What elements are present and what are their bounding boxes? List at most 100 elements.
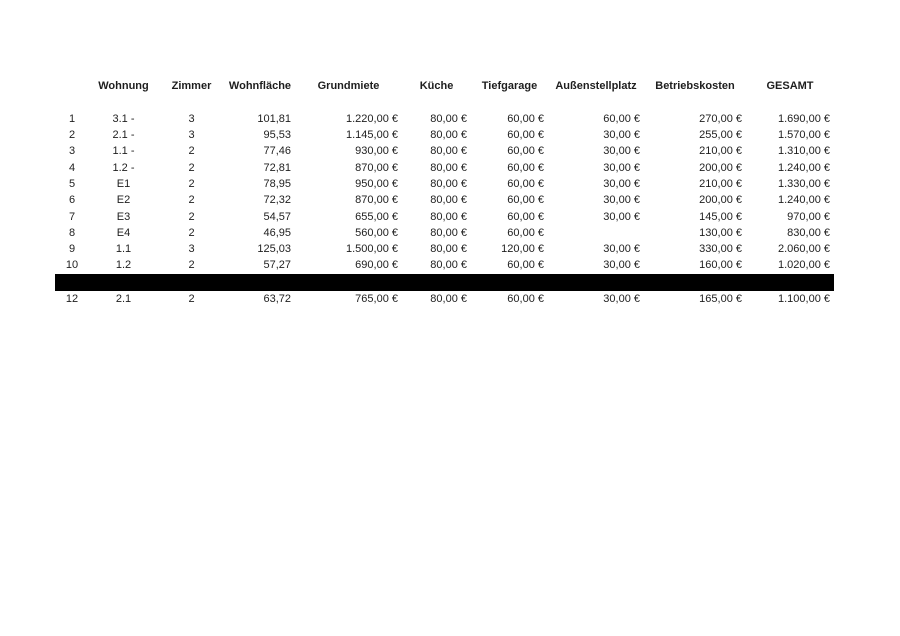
cell-nr: 12 [65, 292, 79, 305]
cell-gesamt: 1.690,00 € [778, 112, 830, 125]
cell-wohnflaeche: 63,72 [263, 292, 291, 305]
cell-zimmer: 2 [188, 259, 195, 272]
cell-nr: 2 [68, 129, 76, 142]
spacer-row [55, 94, 834, 110]
cell-kueche: 80,00 € [430, 210, 467, 223]
redacted-row [55, 273, 834, 291]
cell-kueche: 80,00 € [430, 259, 467, 272]
column-header-tiefgarage: Tiefgarage [481, 80, 538, 93]
cell-nr: 9 [68, 243, 76, 256]
cell-betriebskosten: 200,00 € [699, 194, 742, 207]
table-row: 4 1.2 - 2 72,81 870,00 € 80,00 € 60,00 € 30,00 … [55, 159, 834, 175]
cell-gesamt: 1.100,00 € [778, 292, 830, 305]
table-row: 12 2.1 2 63,72 765,00 € 80,00 € 60,00 € 30,00 €… [55, 291, 834, 307]
cell-kueche: 80,00 € [430, 145, 467, 158]
cell-nr: 8 [68, 226, 76, 239]
cell-nr: 10 [65, 259, 79, 272]
cell-grundmiete: 930,00 € [355, 145, 398, 158]
cell-kueche: 80,00 € [430, 112, 467, 125]
cell-nr: 5 [68, 177, 76, 190]
cell-grundmiete: 950,00 € [355, 177, 398, 190]
cell-zimmer: 3 [188, 112, 195, 125]
cell-wohnung: 2.1 [115, 292, 132, 305]
cell-wohnung: E1 [116, 177, 131, 190]
cell-tiefgarage: 60,00 € [507, 194, 544, 207]
cell-wohnung: E2 [116, 194, 131, 207]
table-row: 8 E4 2 46,95 560,00 € 80,00 € 60,00 € 130,00 € 8… [55, 225, 834, 241]
cell-wohnflaeche: 57,27 [263, 259, 291, 272]
cell-aussenstellplatz: 30,00 € [603, 259, 640, 272]
cell-aussenstellplatz: 30,00 € [603, 145, 640, 158]
cell-gesamt: 1.310,00 € [778, 145, 830, 158]
column-header-betriebskosten: Betriebskosten [655, 80, 735, 93]
cell-wohnung: 3.1 - [112, 112, 135, 125]
column-header-aussenstellplatz: Außenstellplatz [555, 80, 637, 93]
cell-betriebskosten: 270,00 € [699, 112, 742, 125]
cell-grundmiete: 870,00 € [355, 161, 398, 174]
cell-kueche: 80,00 € [430, 194, 467, 207]
cell-wohnung: E3 [116, 210, 131, 223]
column-header-kueche: Küche [419, 80, 454, 93]
cell-kueche: 80,00 € [430, 161, 467, 174]
cell-gesamt: 1.020,00 € [778, 259, 830, 272]
cell-nr: 1 [68, 112, 76, 125]
cell-tiefgarage: 60,00 € [507, 161, 544, 174]
cell-gesamt: 1.240,00 € [778, 161, 830, 174]
cell-gesamt: 2.060,00 € [778, 243, 830, 256]
column-header-nr [55, 78, 89, 94]
cell-betriebskosten: 145,00 € [699, 210, 742, 223]
rent-table: Wohnung Zimmer Wohnfläche Grundmiete Küche Ti… [55, 78, 834, 307]
cell-nr: 4 [68, 161, 76, 174]
cell-wohnung: E4 [116, 226, 131, 239]
cell-aussenstellplatz: 30,00 € [603, 194, 640, 207]
cell-wohnung: 1.2 [115, 259, 132, 272]
cell-wohnflaeche: 78,95 [263, 177, 291, 190]
cell-zimmer: 2 [188, 210, 195, 223]
cell-betriebskosten: 210,00 € [699, 177, 742, 190]
header-row: Wohnung Zimmer Wohnfläche Grundmiete Küche Ti… [55, 78, 834, 94]
cell-grundmiete: 690,00 € [355, 259, 398, 272]
table-row: 5 E1 2 78,95 950,00 € 80,00 € 60,00 € 30,00 € 21… [55, 176, 834, 192]
table-row: 1 3.1 - 3 101,81 1.220,00 € 80,00 € 60,00 € 60,… [55, 111, 834, 127]
cell-tiefgarage: 60,00 € [507, 226, 544, 239]
cell-gesamt: 830,00 € [787, 226, 830, 239]
cell-grundmiete: 1.145,00 € [346, 129, 398, 142]
cell-tiefgarage: 60,00 € [507, 112, 544, 125]
column-header-zimmer: Zimmer [171, 80, 212, 93]
cell-zimmer: 2 [188, 161, 195, 174]
table-header: Wohnung Zimmer Wohnfläche Grundmiete Küche Ti… [55, 78, 834, 94]
cell-wohnung: 2.1 - [112, 129, 135, 142]
cell-wohnflaeche: 101,81 [257, 112, 291, 125]
cell-kueche: 80,00 € [430, 177, 467, 190]
cell-kueche: 80,00 € [430, 243, 467, 256]
cell-tiefgarage: 60,00 € [507, 292, 544, 305]
column-header-wohnflaeche: Wohnfläche [228, 80, 292, 93]
cell-wohnung: 1.2 - [112, 161, 135, 174]
cell-grundmiete: 1.500,00 € [346, 243, 398, 256]
cell-tiefgarage: 60,00 € [507, 210, 544, 223]
table-body: 1 3.1 - 3 101,81 1.220,00 € 80,00 € 60,00 € 60,… [55, 94, 834, 307]
cell-nr: 7 [68, 210, 76, 223]
table-row: 6 E2 2 72,32 870,00 € 80,00 € 60,00 € 30,00 € 20… [55, 192, 834, 208]
cell-zimmer: 2 [188, 194, 195, 207]
cell-betriebskosten: 255,00 € [699, 129, 742, 142]
cell-kueche: 80,00 € [430, 226, 467, 239]
cell-gesamt: 1.570,00 € [778, 129, 830, 142]
table-row: 2 2.1 - 3 95,53 1.145,00 € 80,00 € 60,00 € 30,0… [55, 127, 834, 143]
column-header-grundmiete: Grundmiete [317, 80, 380, 93]
cell-aussenstellplatz: 30,00 € [603, 243, 640, 256]
cell-zimmer: 2 [188, 177, 195, 190]
cell-betriebskosten: 330,00 € [699, 243, 742, 256]
cell-aussenstellplatz: 30,00 € [603, 292, 640, 305]
cell-aussenstellplatz: 30,00 € [603, 161, 640, 174]
cell-tiefgarage: 60,00 € [507, 129, 544, 142]
cell-gesamt: 970,00 € [787, 210, 830, 223]
cell-wohnflaeche: 46,95 [263, 226, 291, 239]
cell-wohnflaeche: 77,46 [263, 145, 291, 158]
cell-aussenstellplatz: 60,00 € [603, 112, 640, 125]
cell-grundmiete: 870,00 € [355, 194, 398, 207]
cell-tiefgarage: 60,00 € [507, 259, 544, 272]
cell-nr: 6 [68, 194, 76, 207]
cell-grundmiete: 655,00 € [355, 210, 398, 223]
